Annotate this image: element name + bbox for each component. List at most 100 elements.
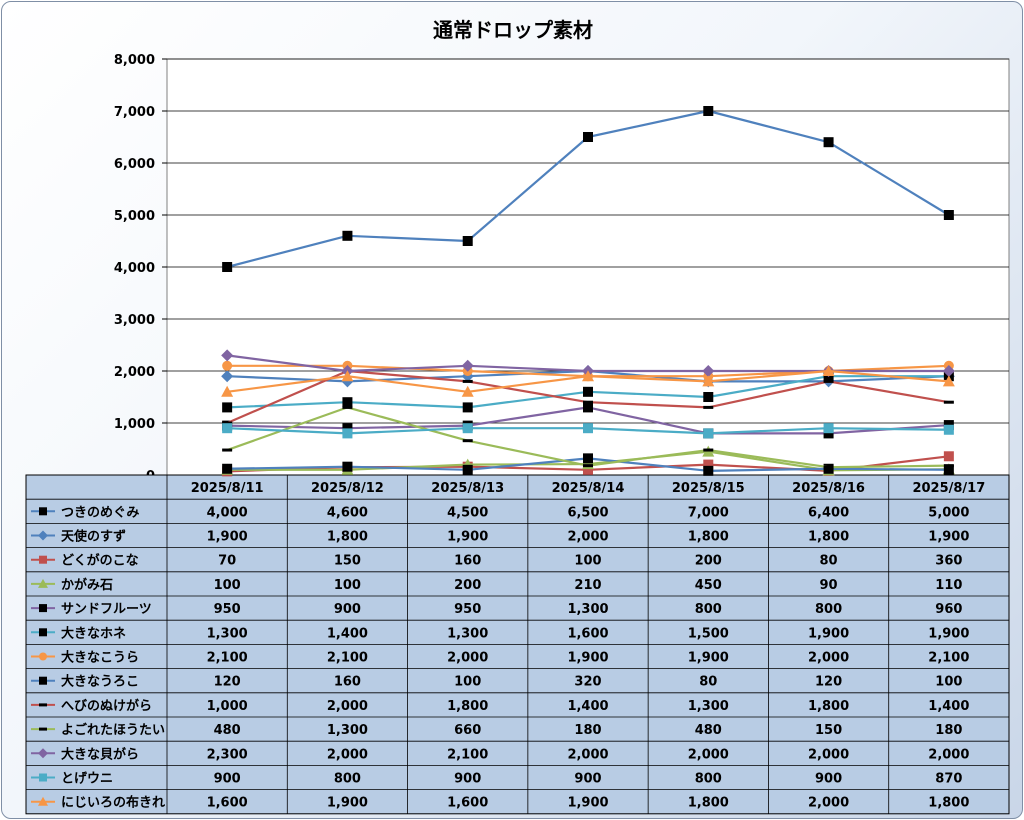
data-point: [342, 230, 353, 241]
x-tick-label: 2025/8/11: [191, 481, 264, 496]
data-label: 1,400: [327, 626, 368, 641]
data-label: 1,900: [327, 796, 368, 811]
data-label: 120: [214, 675, 241, 690]
data-label: 200: [454, 578, 481, 593]
data-label: 2,000: [928, 747, 969, 762]
data-label: 660: [454, 723, 481, 738]
data-point: [943, 451, 954, 462]
y-tick-label: 8,000: [114, 53, 155, 68]
data-point: [823, 379, 834, 383]
data-point: [943, 424, 954, 435]
data-label: 2,300: [207, 747, 248, 762]
data-label: 150: [815, 723, 842, 738]
data-point: [583, 400, 593, 404]
data-label: 2,000: [808, 796, 849, 811]
data-label: 1,800: [928, 796, 969, 811]
series-11: [222, 423, 954, 439]
legend-key-marker: [39, 652, 47, 661]
data-point: [462, 379, 473, 383]
data-label: 2,100: [207, 651, 248, 666]
data-label: 1,000: [207, 699, 248, 714]
data-point: [583, 464, 593, 468]
data-point: [703, 459, 714, 470]
data-label: 150: [334, 554, 361, 569]
data-label: 900: [574, 772, 601, 787]
data-label: 2,000: [688, 747, 729, 762]
data-point: [462, 423, 473, 434]
series-9: [222, 405, 954, 469]
data-point: [823, 137, 834, 148]
data-point: [461, 359, 474, 372]
data-point: [222, 448, 233, 452]
data-point: [822, 365, 835, 376]
x-tick-label: 2025/8/14: [552, 481, 625, 496]
legend-entry: サンドフルーツ: [61, 602, 152, 617]
legend-key-marker: [39, 727, 47, 731]
data-label: 4,500: [447, 505, 488, 520]
chart-title: 通常ドロップ素材: [433, 18, 593, 42]
data-label: 1,600: [447, 796, 488, 811]
data-label: 320: [574, 675, 601, 690]
data-label: 900: [334, 602, 361, 617]
data-point: [583, 423, 593, 434]
data-point: [942, 365, 955, 377]
data-label: 800: [695, 772, 722, 787]
data-label: 360: [935, 554, 962, 569]
legend-key-marker: [39, 555, 47, 564]
x-tick-label: 2025/8/15: [672, 481, 745, 496]
data-label: 7,000: [688, 505, 729, 520]
legend-key-marker: [39, 604, 47, 613]
legend-entry: 天使のすず: [61, 529, 126, 545]
data-label: 1,900: [688, 651, 729, 666]
data-label: 1,300: [688, 699, 729, 714]
data-point: [583, 464, 593, 475]
x-tick-label: 2025/8/13: [431, 481, 504, 496]
legend-entry: 大きなこうら: [61, 650, 139, 666]
data-point: [583, 453, 593, 464]
data-label: 2,100: [928, 651, 969, 666]
data-point: [823, 465, 834, 469]
data-point: [222, 423, 233, 434]
data-point: [823, 423, 834, 434]
data-label: 950: [454, 602, 481, 617]
series-7: [222, 453, 954, 476]
data-label: 1,300: [567, 602, 608, 617]
x-tick-label: 2025/8/12: [311, 481, 384, 496]
data-point: [222, 402, 233, 413]
legend-entry: へびのぬけがら: [61, 698, 152, 714]
data-point: [702, 375, 715, 387]
data-point: [943, 400, 954, 404]
data-point: [221, 370, 234, 383]
data-label: 1,600: [207, 796, 248, 811]
data-label: 800: [815, 602, 842, 617]
data-point: [221, 385, 234, 397]
data-label: 480: [695, 723, 722, 738]
legend-key-marker: [39, 628, 47, 637]
data-label: 4,000: [207, 505, 248, 520]
data-label: 1,800: [688, 796, 729, 811]
legend-entry: とげウニ: [61, 771, 113, 787]
y-tick-label: 2,000: [114, 365, 155, 380]
data-point: [462, 236, 473, 246]
data-label: 2,000: [327, 747, 368, 762]
data-point: [342, 428, 353, 439]
data-point: [703, 428, 714, 439]
data-label: 960: [935, 602, 962, 617]
y-tick-label: 3,000: [114, 313, 155, 328]
data-label: 900: [454, 772, 481, 787]
data-label: 180: [935, 723, 962, 738]
y-tick-label: 1,000: [114, 417, 155, 432]
data-point: [461, 385, 474, 397]
legend-entry: 大きな貝がら: [61, 746, 139, 762]
data-point: [342, 461, 353, 472]
data-label: 1,300: [207, 626, 248, 641]
x-tick-label: 2025/8/17: [912, 481, 985, 496]
data-label: 160: [334, 675, 361, 690]
data-label: 1,900: [447, 530, 488, 545]
data-label: 1,400: [567, 699, 608, 714]
data-point: [943, 464, 954, 468]
data-label: 80: [820, 554, 838, 569]
data-point: [222, 421, 233, 425]
